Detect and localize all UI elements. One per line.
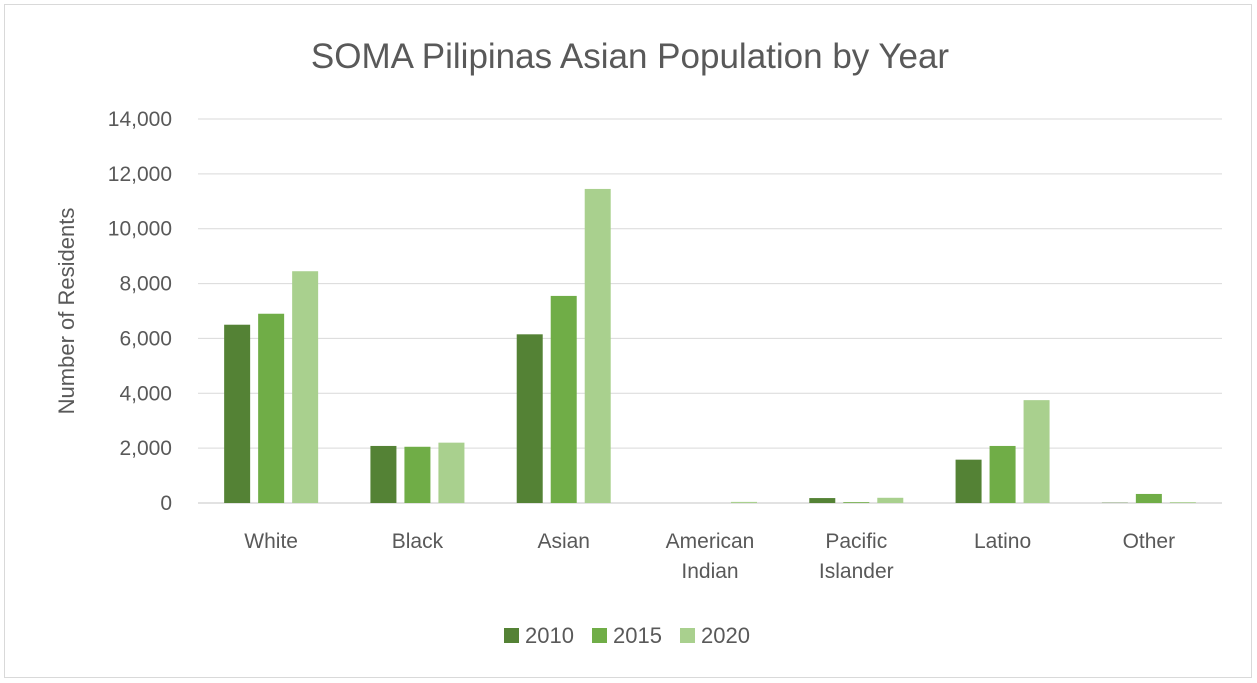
x-tick-label: Other <box>1123 530 1176 553</box>
y-tick-label: 0 <box>160 492 172 515</box>
bar-2015-black <box>404 446 431 503</box>
bar-2015-asian <box>550 295 577 503</box>
bar-2020-pacific-islander <box>877 497 904 503</box>
y-tick-label: 4,000 <box>119 382 172 405</box>
bar-2015-white <box>258 313 285 503</box>
legend-swatch-2015 <box>592 628 607 643</box>
bar-2015-latino <box>989 445 1016 503</box>
bar-2020-latino <box>1023 400 1050 503</box>
legend-swatch-2010 <box>504 628 519 643</box>
y-axis-label: Number of Residents <box>54 208 79 415</box>
y-tick-label: 10,000 <box>108 218 172 241</box>
bar-2015-other <box>1135 493 1162 503</box>
x-tick-label: Latino <box>974 530 1031 553</box>
bar-2020-american-indian <box>731 501 757 503</box>
y-tick-label: 2,000 <box>119 437 172 460</box>
bar-2010-white <box>224 324 251 503</box>
x-tick-label: Asian <box>537 530 590 553</box>
y-tick-label: 14,000 <box>108 108 172 131</box>
x-tick-label: American Indian <box>666 530 755 583</box>
bars <box>224 188 1196 503</box>
chart-frame <box>4 4 1252 678</box>
x-tick-label: Black <box>392 530 444 553</box>
x-tick-label: White <box>244 530 298 553</box>
legend-label-2015: 2015 <box>613 623 662 648</box>
bar-2010-latino <box>955 459 982 503</box>
legend-label-2010: 2010 <box>525 623 574 648</box>
bar-2020-asian <box>584 188 611 503</box>
chart-title: SOMA Pilipinas Asian Population by Year <box>311 37 950 76</box>
bar-2010-black <box>370 445 397 503</box>
y-tick-label: 6,000 <box>119 327 172 350</box>
legend-label-2020: 2020 <box>701 623 750 648</box>
x-axis-ticks: White Black Asian American Indian Pacific Isla… <box>244 530 1175 583</box>
y-tick-label: 8,000 <box>119 273 172 296</box>
legend: 2010 2015 2020 <box>504 623 750 648</box>
bar-2020-white <box>292 271 319 503</box>
gridlines <box>198 118 1222 504</box>
x-tick-label: Pacific Islander <box>819 530 894 583</box>
bar-2020-black <box>438 442 465 503</box>
bar-2010-asian <box>516 334 543 503</box>
y-tick-label: 12,000 <box>108 163 172 186</box>
legend-swatch-2020 <box>680 628 695 643</box>
bar-2015-pacific-islander <box>843 502 870 503</box>
y-axis-ticks: 0 2,000 4,000 6,000 8,000 10,000 12,000 14,000 <box>108 108 172 515</box>
bar-2020-other <box>1169 502 1196 503</box>
bar-2010-pacific-islander <box>809 498 836 503</box>
